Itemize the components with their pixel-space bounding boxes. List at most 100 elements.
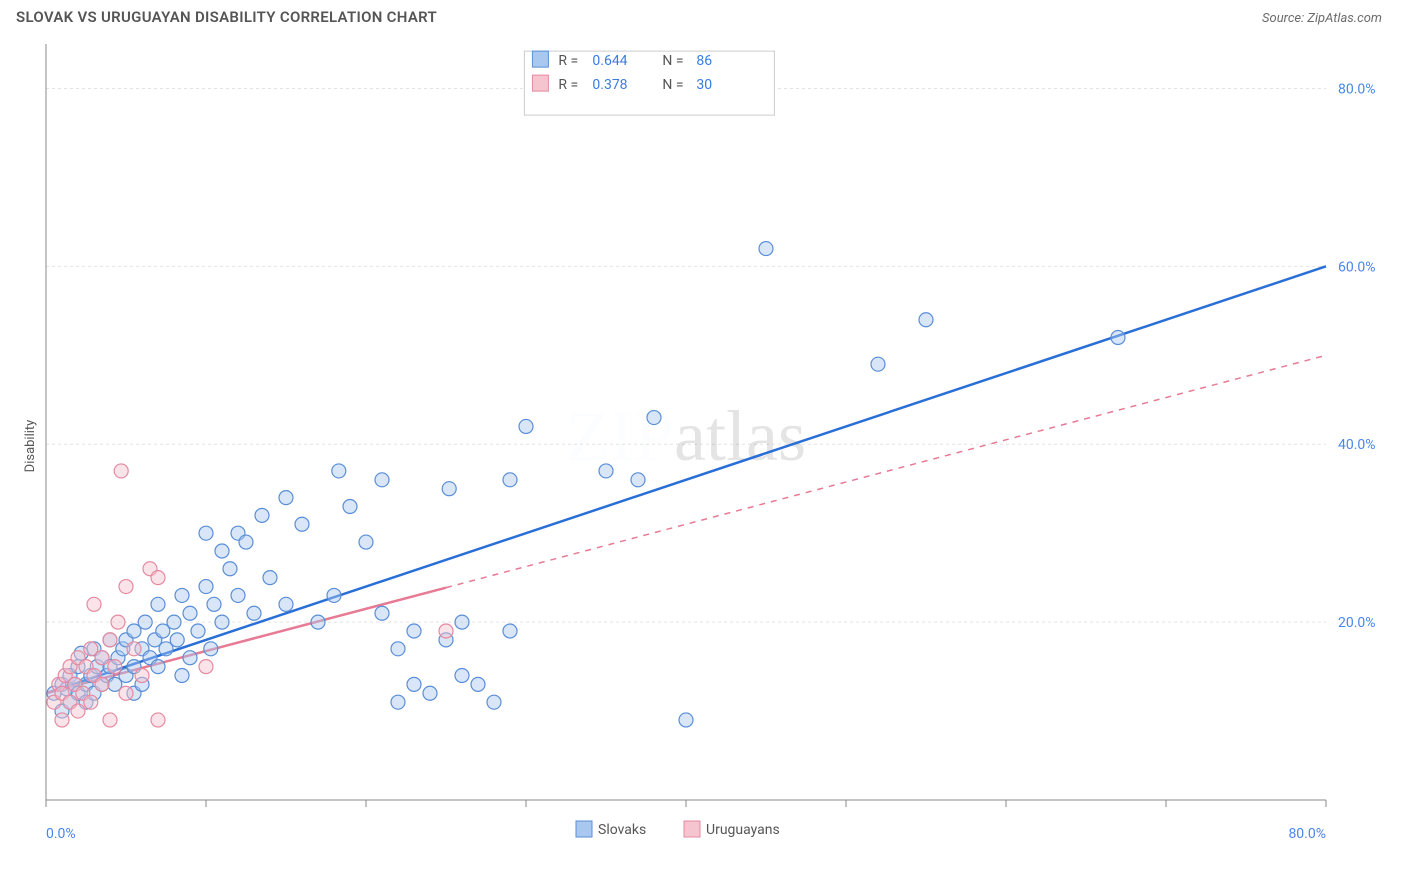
point-slovaks (442, 482, 456, 496)
point-uruguayans (114, 464, 128, 478)
point-slovaks (151, 660, 165, 674)
point-slovaks (487, 695, 501, 709)
point-slovaks (175, 668, 189, 682)
point-uruguayans (95, 677, 109, 691)
y-tick-label: 80.0% (1338, 81, 1376, 97)
chart-source: Source: ZipAtlas.com (1262, 11, 1382, 26)
legend-swatch (532, 51, 548, 67)
point-slovaks (327, 588, 341, 602)
legend-r-label: R = (558, 77, 578, 93)
point-slovaks (138, 615, 152, 629)
point-slovaks (215, 615, 229, 629)
point-slovaks (407, 624, 421, 638)
legend-n-value: 86 (696, 53, 712, 69)
point-uruguayans (119, 686, 133, 700)
point-uruguayans (108, 660, 122, 674)
point-slovaks (295, 517, 309, 531)
chart-title: SLOVAK VS URUGUAYAN DISABILITY CORRELATI… (16, 8, 437, 26)
point-slovaks (151, 597, 165, 611)
point-slovaks (599, 464, 613, 478)
point-slovaks (455, 668, 469, 682)
point-slovaks (375, 606, 389, 620)
point-slovaks (455, 615, 469, 629)
point-slovaks (231, 588, 245, 602)
point-uruguayans (103, 713, 117, 727)
point-uruguayans (127, 642, 141, 656)
legend-n-label: N = (662, 53, 683, 69)
point-uruguayans (103, 633, 117, 647)
point-slovaks (223, 562, 237, 576)
point-slovaks (170, 633, 184, 647)
bottom-legend-label: Slovaks (598, 822, 646, 838)
point-slovaks (503, 624, 517, 638)
point-slovaks (343, 499, 357, 513)
point-slovaks (759, 242, 773, 256)
point-slovaks (263, 571, 277, 585)
point-slovaks (204, 642, 218, 656)
point-uruguayans (95, 651, 109, 665)
point-uruguayans (135, 668, 149, 682)
point-slovaks (391, 695, 405, 709)
point-uruguayans (111, 615, 125, 629)
y-tick-label: 40.0% (1338, 437, 1376, 453)
point-slovaks (279, 491, 293, 505)
point-uruguayans (199, 660, 213, 674)
point-slovaks (871, 357, 885, 371)
point-slovaks (679, 713, 693, 727)
point-slovaks (247, 606, 261, 620)
point-slovaks (183, 651, 197, 665)
trend-line-slovaks (46, 266, 1326, 693)
bottom-legend-label: Uruguayans (706, 822, 780, 838)
point-slovaks (215, 544, 229, 558)
legend-n-value: 30 (696, 77, 712, 93)
point-slovaks (199, 580, 213, 594)
point-slovaks (647, 411, 661, 425)
point-slovaks (919, 313, 933, 327)
point-uruguayans (87, 597, 101, 611)
point-uruguayans (151, 571, 165, 585)
point-slovaks (255, 508, 269, 522)
chart-header: SLOVAK VS URUGUAYAN DISABILITY CORRELATI… (0, 0, 1406, 34)
y-tick-label: 60.0% (1338, 259, 1376, 275)
bottom-legend-swatch (576, 821, 592, 837)
point-slovaks (279, 597, 293, 611)
point-slovaks (175, 588, 189, 602)
point-slovaks (423, 686, 437, 700)
x-tick-label: 80.0% (1288, 826, 1326, 842)
point-slovaks (191, 624, 205, 638)
point-slovaks (391, 642, 405, 656)
point-slovaks (471, 677, 485, 691)
bottom-legend-swatch (684, 821, 700, 837)
point-slovaks (1111, 331, 1125, 345)
legend-r-label: R = (558, 53, 578, 69)
y-tick-label: 20.0% (1338, 615, 1376, 631)
point-slovaks (375, 473, 389, 487)
point-uruguayans (119, 580, 133, 594)
x-tick-label: 0.0% (46, 826, 76, 842)
legend-r-value: 0.378 (592, 77, 627, 93)
point-uruguayans (55, 713, 69, 727)
legend-swatch (532, 75, 548, 91)
point-slovaks (199, 526, 213, 540)
legend-n-label: N = (662, 77, 683, 93)
watermark: ZIPatlas (566, 396, 806, 476)
point-uruguayans (71, 704, 85, 718)
point-slovaks (239, 535, 253, 549)
legend-r-value: 0.644 (592, 53, 627, 69)
point-slovaks (503, 473, 517, 487)
point-uruguayans (439, 624, 453, 638)
chart-area: Disability 20.0% 40.0% 60.0% 80.0% ZIPatlas 0… (0, 34, 1406, 858)
y-axis-label: Disability (23, 420, 38, 473)
point-slovaks (631, 473, 645, 487)
point-uruguayans (151, 713, 165, 727)
point-slovaks (407, 677, 421, 691)
point-slovaks (519, 419, 533, 433)
point-slovaks (207, 597, 221, 611)
point-slovaks (332, 464, 346, 478)
point-slovaks (183, 606, 197, 620)
point-slovaks (311, 615, 325, 629)
point-slovaks (359, 535, 373, 549)
point-slovaks (167, 615, 181, 629)
scatter-chart: 20.0% 40.0% 60.0% 80.0% ZIPatlas 0.0% 80.0% R =… (0, 34, 1406, 858)
point-uruguayans (84, 695, 98, 709)
